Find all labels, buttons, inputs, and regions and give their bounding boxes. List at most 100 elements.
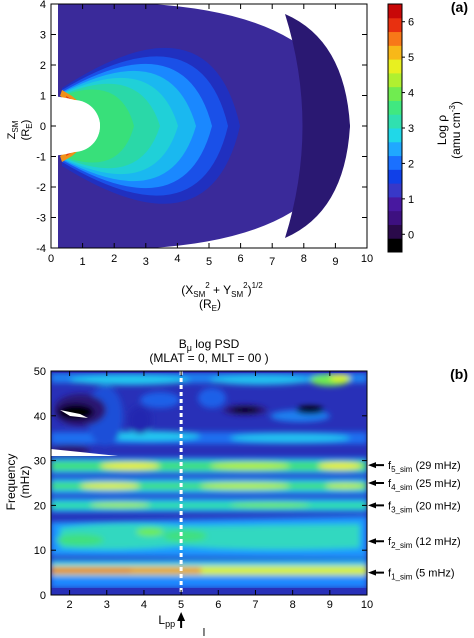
colorbar-swatch [388,128,402,143]
panel-b-psd-plot: 2 3 4 5 6 7 8 9 10 50 40 30 20 10 0 [34,366,373,611]
colorbar-tick-label: 6 [408,17,414,29]
colorbar-swatch [388,31,402,46]
frequency-annotation: f2_sim (12 mHz) [388,536,461,550]
colorbar-swatch [388,155,402,170]
panel-b-xtick-label: 7 [252,599,258,611]
lpp-arrow-icon [177,612,186,628]
frequency-annotation: f3_sim (20 mHz) [388,500,461,514]
svg-text:Log ρ: Log ρ [435,115,449,145]
svg-text:(amu cm-3): (amu cm-3) [448,101,463,159]
panel-a-xtick-label: 7 [269,256,275,268]
panel-b-xtick-label: 3 [104,599,110,611]
panel-b-ytick-label: 50 [34,366,46,378]
svg-text:(RE): (RE) [20,120,34,141]
colorbar-swatch [388,114,402,129]
svg-text:ZSM: ZSM [6,120,20,139]
panel-b-ytick-label: 40 [34,411,46,423]
band-5mhz-hot [51,569,131,572]
panel-a-ytick-label: -1 [36,152,46,164]
panel-b-xtick-label: 10 [361,599,373,611]
panel-a-xtick-label: 3 [143,256,149,268]
colorbar-swatch [388,141,402,157]
svg-text:(mHz): (mHz) [18,466,32,499]
panel-a-ytick-label: 2 [40,60,46,72]
colorbar-swatch [388,238,402,253]
panel-b-ytick-label: 30 [34,456,46,468]
panel-b-xtick-label: 4 [141,599,147,611]
colorbar-swatch [388,196,402,212]
lpp-marker: Lpp [158,612,186,629]
colorbar-swatch [388,17,402,33]
panel-a-xlabel-line2: (RE) [199,297,221,313]
colorbar: 6 5 4 3 2 1 0 [387,3,414,253]
panel-a-ytick-label: 0 [40,121,46,133]
frequency-annotations: f5_sim (29 mHz) f4_sim (25 mHz) f3_sim (20… [368,460,461,582]
panel-a-xtick-label: 8 [301,253,307,265]
panel-a-xtick-label: 6 [238,253,244,265]
band-20mhz-core [51,502,367,509]
colorbar-swatch [388,183,402,198]
panel-a-ytick-label: -2 [36,182,46,194]
panel-a-xtick-label: 10 [361,253,373,265]
panel-a-xtick-label: 2 [111,253,117,265]
region-12mhz-green [60,523,360,550]
colorbar-tick-label: 5 [408,52,414,64]
band-48mhz [51,373,367,383]
panel-b-xtick-label: 2 [67,599,73,611]
band-29mhz-core [51,461,367,471]
annotation-arrow-icon [368,538,384,545]
panel-b-label: (b) [450,366,468,382]
colorbar-swatch [388,169,402,184]
panel-b-ylabel: Frequency (mHz) [4,454,32,511]
panel-a-ytick-label: 1 [40,91,46,103]
panel-b-xtick-label: 5 [178,599,184,611]
panel-b-ytick-label: 20 [34,500,46,512]
outer-dark-region [285,14,350,238]
panel-b-xtick-label: 9 [327,599,333,611]
svg-text:Frequency: Frequency [4,454,18,511]
colorbar-swatch [388,210,402,225]
colorbar-swatch [388,224,402,239]
annotation-arrow-icon [368,462,384,469]
colorbar-swatch [388,4,402,19]
panel-a-xtick-label: 9 [332,256,338,268]
panel-a-ytick-label: 3 [40,30,46,42]
colorbar-tick-label: 4 [408,88,414,100]
panel-b-ytick-label: 0 [40,590,46,602]
frequency-annotation: f1_sim (5 mHz) [388,568,455,582]
panel-b-title-line2: (MLAT = 0, MLT = 00 ) [149,351,268,365]
panel-a-label: (a) [451,0,468,15]
panel-b-ytick-label: 10 [34,545,46,557]
panel-a-xtick-label: 4 [174,253,180,265]
blank-region-43mhz [60,410,88,418]
colorbar-tick-label: 1 [408,194,414,206]
panel-a-ytick-label: 4 [40,0,46,11]
colorbar-swatch [388,86,402,101]
colorbar-tick-label: 3 [408,123,414,135]
colorbar-tick-label: 2 [408,158,414,170]
panel-b-xtick-label: 8 [290,599,296,611]
panel-a-xtick-label: 1 [80,256,86,268]
annotation-arrow-icon [368,480,384,486]
panel-a-xtick-label: 5 [206,256,212,268]
annotation-arrow-icon [368,502,384,509]
band-5mhz [51,566,367,575]
annotation-arrow-icon [368,569,384,576]
panel-b-title-line1: Bμ log PSD [179,337,240,353]
blank-region-31mhz [51,449,118,456]
colorbar-swatch [388,59,402,74]
frequency-annotation: f4_sim (25 mHz) [388,478,461,492]
colorbar-swatch [388,45,402,60]
panel-a-xtick-label: 0 [48,253,54,265]
bottom-mark: l [203,627,205,638]
colorbar-swatch [388,100,402,115]
panel-b-axes: 2 3 4 5 6 7 8 9 10 50 40 30 20 10 0 [34,366,373,611]
colorbar-label: Log ρ (amu cm-3) [435,101,463,159]
panel-b-xtick-label: 6 [215,599,221,611]
panel-a-ylabel: ZSM (RE) [6,120,34,141]
svg-text:Lpp: Lpp [158,613,175,629]
frequency-annotation: f5_sim (29 mHz) [388,460,461,474]
